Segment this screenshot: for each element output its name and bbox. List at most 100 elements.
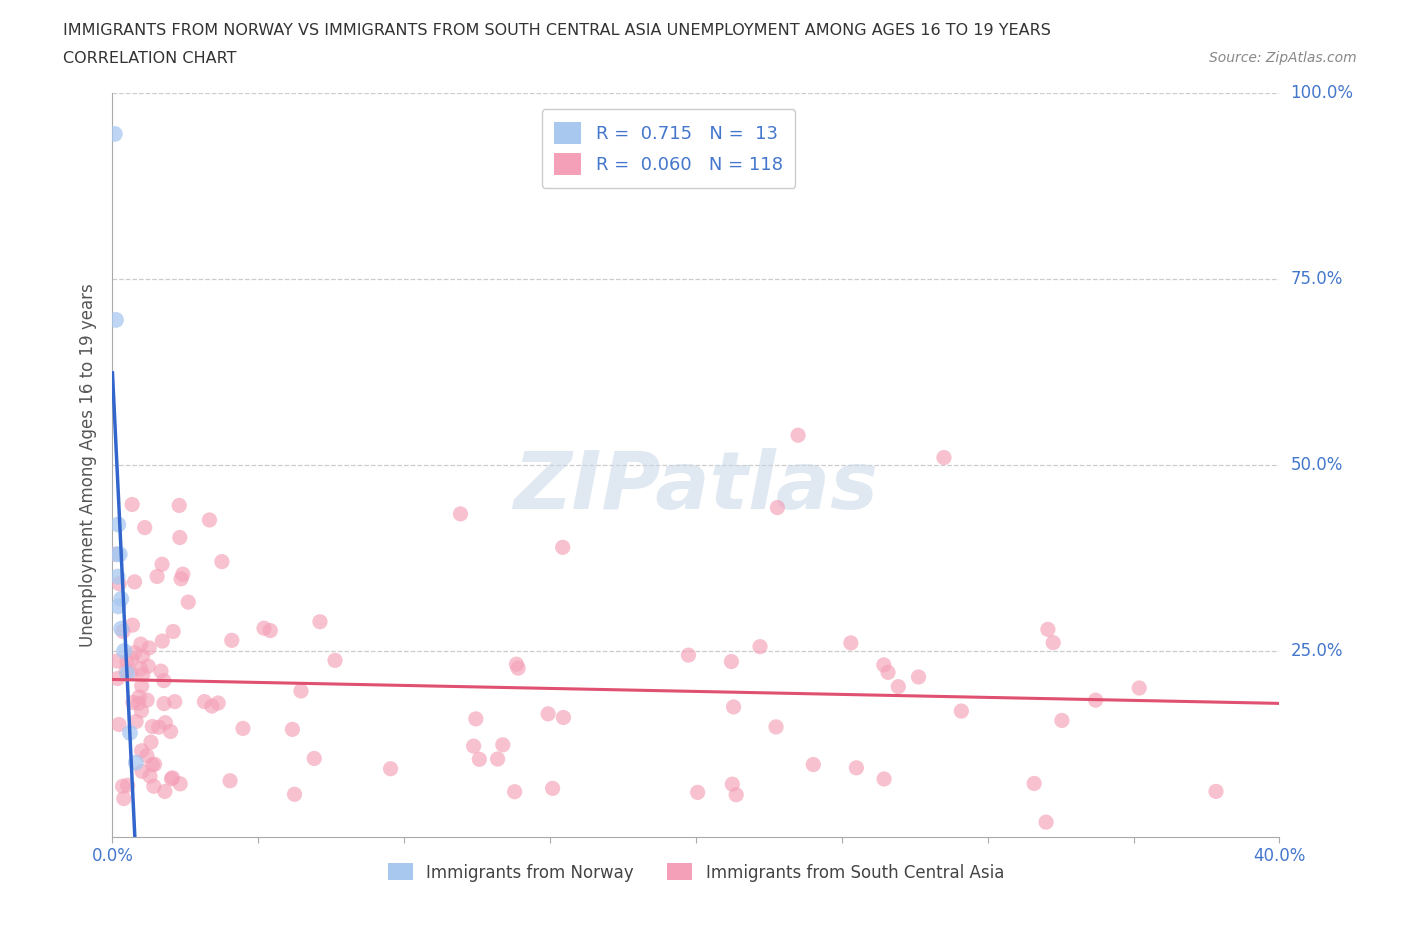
Point [537,707,560,722]
Point [131,703,153,718]
Point [131,764,153,778]
Point [128,696,150,711]
Point [932,450,955,465]
Point [163,694,186,709]
Point [232,721,254,736]
Point [141,757,163,772]
Point [283,787,305,802]
Point [146,569,169,584]
Point [302,751,325,766]
Point [1084,693,1107,708]
Point [125,755,148,770]
Point [1035,815,1057,830]
Text: 100.0%: 100.0% [1291,84,1354,102]
Point [129,661,152,676]
Point [117,777,139,792]
Point [1036,622,1059,637]
Point [172,566,194,581]
Point [464,711,486,726]
Point [723,699,745,714]
Point [104,312,127,327]
Point [1128,681,1150,696]
Point [1205,784,1227,799]
Point [503,784,526,799]
Point [131,679,153,694]
Point [162,770,184,785]
Point [207,696,229,711]
Point [553,710,575,724]
Point [170,571,193,586]
Point [110,621,132,636]
Text: CORRELATION CHART: CORRELATION CHART [63,51,236,66]
Point [766,500,789,515]
Point [219,774,242,789]
Point [104,126,127,141]
Text: IMMIGRANTS FROM NORWAY VS IMMIGRANTS FROM SOUTH CENTRAL ASIA UNEMPLOYMENT AMONG : IMMIGRANTS FROM NORWAY VS IMMIGRANTS FRO… [63,23,1052,38]
Point [150,633,173,648]
Point [720,654,742,669]
Point [721,777,744,791]
Point [1042,635,1064,650]
Point [129,637,152,652]
Point [1050,713,1073,728]
Point [121,497,143,512]
Point [907,670,929,684]
Point [765,720,787,735]
Point [167,498,190,512]
Point [107,569,129,584]
Point [162,624,184,639]
Point [492,737,515,752]
Point [107,671,129,686]
Point [115,654,138,669]
Text: 25.0%: 25.0% [1291,642,1343,660]
Point [136,693,159,708]
Point [120,665,142,680]
Point [198,512,221,527]
Point [211,554,233,569]
Point [801,757,824,772]
Point [115,663,138,678]
Point [115,666,138,681]
Point [290,684,312,698]
Point [131,743,153,758]
Point [128,689,150,704]
Point [155,715,177,730]
Point [112,644,135,658]
Point [143,757,166,772]
Point [105,654,128,669]
Point [323,653,346,668]
Point [505,657,527,671]
Point [150,557,173,572]
Point [108,577,131,591]
Point [121,652,143,667]
Point [749,639,772,654]
Point [541,781,564,796]
Point [108,547,131,562]
Point [787,428,810,443]
Text: 50.0%: 50.0% [1291,456,1343,474]
Text: 75.0%: 75.0% [1291,270,1343,288]
Point [160,772,183,787]
Point [877,665,900,680]
Point [104,547,127,562]
Point [131,649,153,664]
Point [153,784,176,799]
Point [221,633,243,648]
Point [253,620,276,635]
Point [112,791,135,806]
Point [463,738,485,753]
Point [450,507,472,522]
Point [686,785,709,800]
Point [678,647,700,662]
Point [107,517,129,532]
Point [193,694,215,709]
Point [139,769,162,784]
Point [380,762,402,777]
Point [177,594,200,609]
Point [122,695,145,710]
Point [138,641,160,656]
Point [506,660,529,675]
Point [153,673,176,688]
Point [142,778,165,793]
Point [845,761,868,776]
